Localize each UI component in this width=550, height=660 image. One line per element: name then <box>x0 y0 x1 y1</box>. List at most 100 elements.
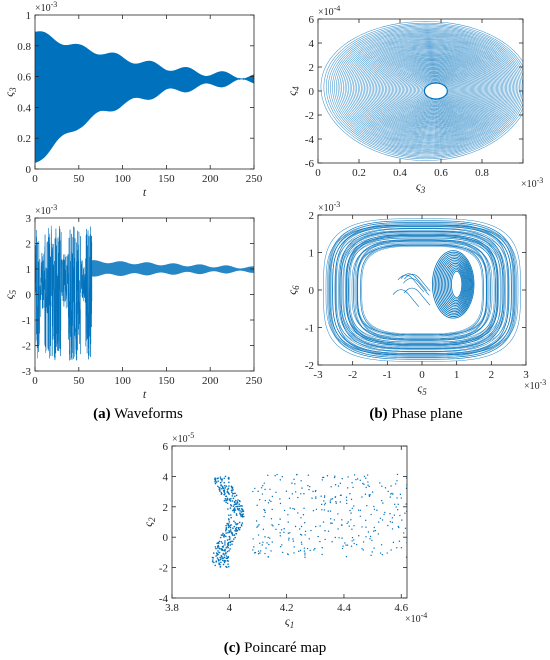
x-tick-label: 4.2 <box>280 602 294 614</box>
y-tick-label: -2 <box>159 563 168 575</box>
poincare-point <box>232 505 235 508</box>
poincare-point <box>261 485 264 487</box>
orbit-ring <box>345 235 499 345</box>
poincare-point <box>233 501 236 504</box>
orbit-ring <box>399 66 468 116</box>
poincare-map-plot: 3.8 4 4.2 4.4 4.6 -4 -2 0 2 4 6 ς1 ς2 ×10-5 ×10-4 <box>141 431 427 630</box>
orbit-ring <box>370 50 491 132</box>
poincare-point <box>233 520 235 523</box>
poincare-point <box>379 482 381 484</box>
orbit-ring <box>329 224 515 356</box>
poincare-point <box>351 540 353 542</box>
x-tick-label: 4.4 <box>337 602 351 614</box>
poincare-point <box>235 526 238 529</box>
orbit-ring <box>328 222 516 358</box>
poincare-point <box>219 558 222 561</box>
x-tick-label: 250 <box>246 375 263 387</box>
poincare-point <box>226 488 229 491</box>
poincare-point <box>279 479 282 481</box>
poincare-point <box>215 555 217 557</box>
x-tick-label: -2 <box>348 369 357 381</box>
orbit-ring <box>394 64 471 118</box>
poincare-point <box>233 508 235 510</box>
poincare-point <box>237 505 239 508</box>
orbit-ring <box>344 35 512 147</box>
poincare-point <box>260 487 263 489</box>
poincare-point <box>353 505 355 507</box>
poincare-point <box>220 541 223 543</box>
poincare-point <box>368 485 370 488</box>
poincare-point <box>229 526 232 529</box>
x-tick-label: -3 <box>313 369 323 381</box>
orbit-ring <box>323 218 521 362</box>
poincare-point <box>267 536 269 539</box>
poincare-point <box>361 496 363 498</box>
poincare-point <box>267 502 270 504</box>
orbit-ring <box>401 68 466 114</box>
poincare-point <box>363 483 365 485</box>
y-tick-label: 0 <box>26 290 32 302</box>
poincare-point <box>335 502 337 504</box>
poincare-point <box>333 519 336 521</box>
poincare-point <box>346 544 349 546</box>
poincare-point <box>215 561 217 563</box>
poincare-point <box>233 525 236 528</box>
poincare-point <box>324 538 326 541</box>
poincare-point <box>216 557 219 559</box>
poincare-point <box>368 495 371 497</box>
x-axis-label: ς5 <box>417 381 427 397</box>
orbit-ring <box>334 28 520 154</box>
poincare-point <box>221 548 224 551</box>
poincare-point <box>225 495 227 498</box>
orbit-ring <box>410 73 459 109</box>
poincare-point <box>225 501 227 503</box>
poincare-point <box>221 488 223 490</box>
poincare-point <box>237 509 240 511</box>
poincare-point <box>235 494 238 497</box>
orbit-ring <box>376 53 486 129</box>
orbit-ring <box>354 239 490 341</box>
orbit-ring <box>422 80 449 102</box>
poincare-point <box>214 481 216 483</box>
poincare-point <box>309 549 311 552</box>
poincare-point <box>228 478 230 480</box>
poincare-point <box>225 528 228 531</box>
poincare-point <box>261 544 263 546</box>
orbit-ring <box>330 26 523 156</box>
poincare-point <box>349 493 351 495</box>
x-axis-label: t <box>143 185 147 199</box>
poincare-point <box>315 525 317 528</box>
poincare-point <box>292 540 295 542</box>
poincare-point <box>298 550 300 553</box>
poincare-point <box>217 542 220 545</box>
orbit-ring <box>354 41 504 141</box>
poincare-point <box>231 540 234 543</box>
poincare-point <box>293 478 295 481</box>
poincare-point <box>324 502 327 504</box>
y-tick-label: -2 <box>305 360 314 372</box>
poincare-point <box>405 503 407 505</box>
poincare-point <box>324 530 326 532</box>
poincare-point <box>389 521 392 523</box>
poincare-point <box>239 505 241 508</box>
poincare-point <box>268 543 270 546</box>
poincare-point <box>371 539 373 542</box>
poincare-point <box>347 521 349 523</box>
poincare-point <box>396 480 398 482</box>
poincare-point <box>370 554 372 557</box>
poincare-point <box>230 505 233 507</box>
y-tick-label: 2 <box>309 62 315 74</box>
x-tick-label: 4 <box>227 602 233 614</box>
poincare-point <box>225 485 228 487</box>
poincare-point <box>391 528 394 530</box>
poincare-point <box>257 553 260 555</box>
poincare-point <box>228 481 230 484</box>
waveform-s3-plot: 0 50 100 150 200 250 0 0.2 0.4 0.6 0.8 1 t ς3 ×10-3 <box>2 0 263 199</box>
poincare-point <box>319 525 321 527</box>
poincare-point <box>225 552 227 554</box>
y-tick-label: 0.2 <box>17 133 31 145</box>
y-tick-label: -2 <box>305 110 314 122</box>
y-tick-label: 4 <box>163 471 169 483</box>
poincare-point <box>225 529 227 532</box>
poincare-point <box>304 556 306 559</box>
